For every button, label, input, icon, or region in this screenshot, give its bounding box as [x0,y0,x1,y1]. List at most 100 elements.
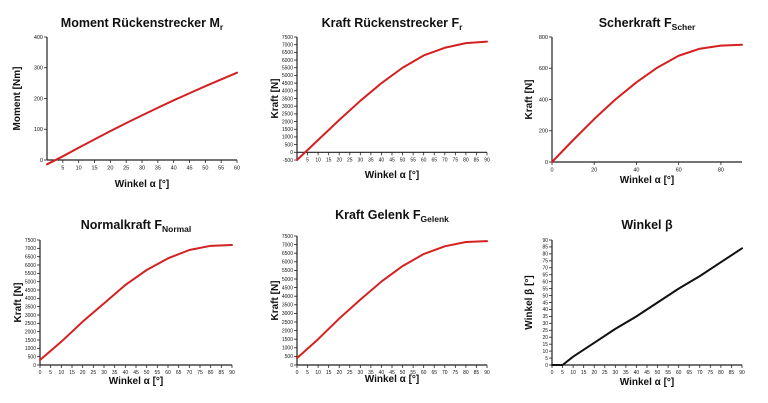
y-tick-label: 2000 [282,119,293,125]
y-tick-label: 5500 [282,66,293,72]
x-tick-label: 60 [421,157,427,163]
x-tick-label: 55 [410,157,416,163]
x-tick-label: 90 [484,370,490,376]
x-tick-label: 45 [186,166,192,172]
y-tick-label: 800 [539,35,548,41]
x-tick-label: 80 [463,370,469,376]
y-tick-label: 4000 [282,294,293,300]
y-tick-label: 40 [542,307,548,313]
series-line [46,71,238,166]
series-line [551,247,743,366]
x-tick-label: 75 [453,370,459,376]
x-tick-label: 0 [296,370,299,376]
x-tick-label: 65 [431,370,437,376]
y-tick-label: 2000 [282,328,293,334]
x-tick-label: 50 [400,157,406,163]
y-tick-label: 200 [34,96,43,102]
chart-title: Winkel β [621,218,673,232]
y-tick-label: 45 [542,300,548,306]
y-tick-label: 0 [290,150,293,156]
y-tick-label: 3000 [282,104,293,110]
x-tick-label: 5 [306,157,309,163]
y-tick-label: 6500 [282,50,293,56]
y-tick-label: 6000 [282,260,293,266]
y-tick-label: 7000 [282,242,293,248]
x-tick-label: 20 [591,370,597,376]
x-tick-label: 35 [368,157,374,163]
x-tick-label: 25 [123,166,129,172]
x-tick-label: 75 [453,157,459,163]
y-tick-label: 6000 [25,263,36,269]
x-tick-label: 80 [463,157,469,163]
x-tick-label: 70 [697,370,703,376]
x-tick-label: 50 [655,370,661,376]
x-tick-label: 55 [410,370,416,376]
x-tick-label: 65 [176,370,182,376]
y-tick-label: 5000 [25,279,36,285]
chart-panel-3: 0 200 400 600 800 0 20 40 60 80 Scherkraft FScher W… [524,16,743,186]
x-tick-label: 50 [202,166,208,172]
y-tick-label: 1500 [25,338,36,344]
x-tick-label: 40 [379,370,385,376]
x-tick-label: 5 [49,370,52,376]
y-tick-label: 5500 [282,268,293,274]
y-tick-label: 7500 [282,234,293,240]
x-tick-label: 55 [155,370,161,376]
y-tick-label: -500 [283,158,293,164]
x-tick-label: 90 [229,370,235,376]
y-axis-label: Kraft [N] [270,281,281,321]
x-tick-label: 15 [69,370,75,376]
x-tick-label: 65 [686,370,692,376]
y-tick-label: 55 [542,286,548,292]
y-tick-label: 2500 [25,321,36,327]
y-tick-label: 85 [542,245,548,251]
x-tick-label: 25 [347,370,353,376]
x-tick-label: 80 [718,370,724,376]
x-tick-label: 5 [61,166,64,172]
y-tick-label: 200 [539,129,548,135]
y-tick-label: 3500 [282,303,293,309]
x-tick-label: 70 [442,157,448,163]
x-tick-label: 10 [570,370,576,376]
y-tick-label: 30 [542,321,548,327]
y-tick-label: 6000 [282,58,293,64]
x-tick-label: 55 [665,370,671,376]
x-axis-label: Winkel α [°] [109,376,164,387]
y-tick-label: 400 [34,35,43,41]
y-tick-label: 0 [40,158,43,164]
x-tick-label: 20 [336,370,342,376]
y-tick-label: 35 [542,314,548,320]
x-tick-label: 75 [708,370,714,376]
y-tick-label: 25 [542,328,548,334]
y-tick-label: 100 [34,127,43,133]
x-tick-label: 85 [219,370,225,376]
y-tick-label: 2000 [25,329,36,335]
y-tick-label: 3000 [282,311,293,317]
y-tick-label: 0 [33,363,36,369]
series-line [39,244,233,361]
y-axis-label: Kraft [N] [270,79,281,119]
y-tick-label: 70 [542,266,548,272]
y-tick-label: 1500 [282,337,293,343]
x-tick-label: 60 [165,370,171,376]
x-tick-label: 45 [389,370,395,376]
x-tick-label: 20 [107,166,113,172]
x-tick-label: 60 [676,168,682,174]
x-tick-label: 70 [187,370,193,376]
y-tick-label: 7500 [25,238,36,244]
x-tick-label: 25 [91,370,97,376]
x-tick-label: 10 [76,166,82,172]
x-tick-label: 50 [144,370,150,376]
x-tick-label: 5 [561,370,564,376]
x-tick-label: 30 [358,157,364,163]
x-tick-label: 15 [326,157,332,163]
x-tick-label: 75 [197,370,203,376]
x-tick-label: 0 [550,168,553,174]
series-line [296,40,488,161]
y-tick-label: 65 [542,272,548,278]
x-tick-label: 10 [315,370,321,376]
y-tick-label: 5000 [282,73,293,79]
y-tick-label: 6500 [25,254,36,260]
